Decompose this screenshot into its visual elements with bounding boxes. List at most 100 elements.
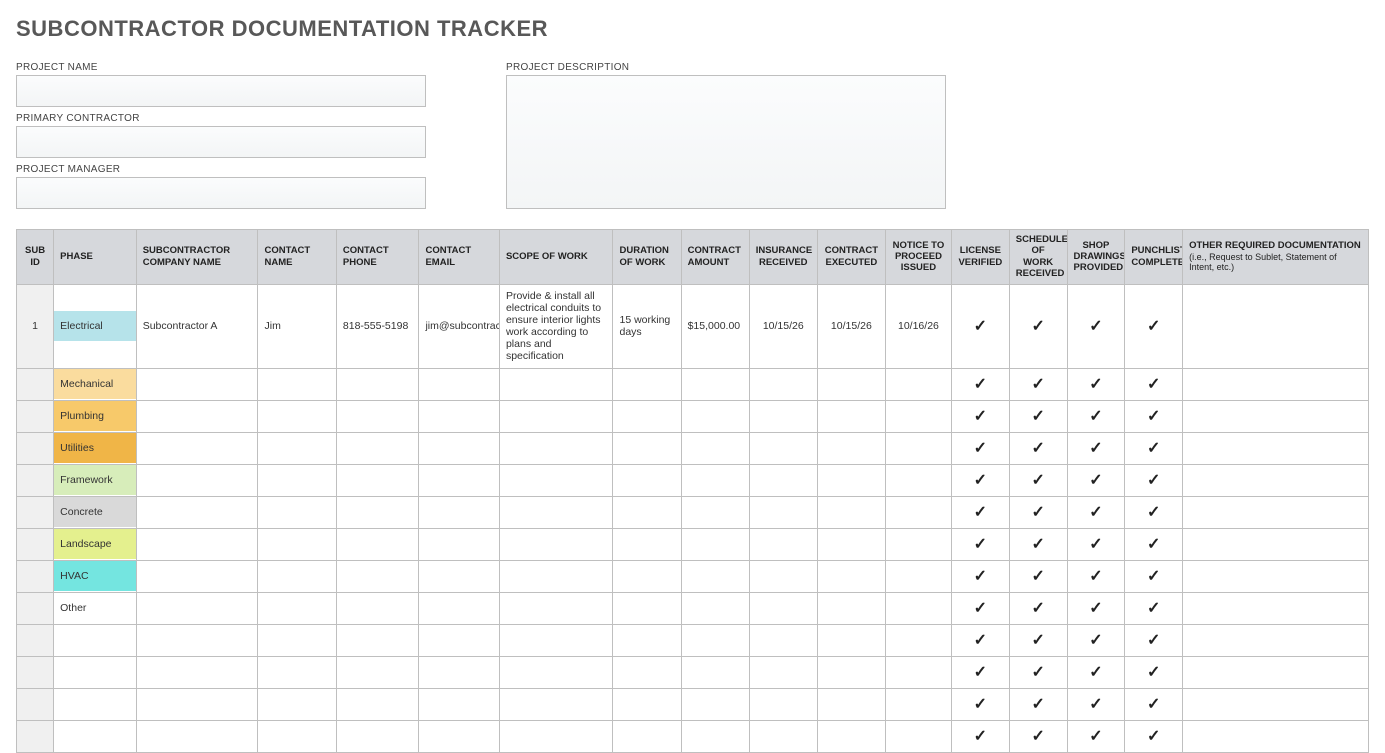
cell-contact_phone[interactable] <box>336 496 419 528</box>
cell-duration[interactable] <box>613 592 681 624</box>
cell-punchlist[interactable]: ✓ <box>1125 432 1183 464</box>
cell-contact_phone[interactable] <box>336 624 419 656</box>
cell-other[interactable] <box>1183 656 1369 688</box>
cell-contact_name[interactable] <box>258 720 336 752</box>
cell-insurance[interactable] <box>749 400 817 432</box>
cell-duration[interactable] <box>613 432 681 464</box>
cell-scope[interactable] <box>499 432 613 464</box>
cell-duration[interactable] <box>613 496 681 528</box>
cell-contact_phone[interactable] <box>336 656 419 688</box>
cell-contact_phone[interactable]: 818-555-5198 <box>336 284 419 368</box>
cell-contact_name[interactable] <box>258 432 336 464</box>
cell-executed[interactable] <box>817 368 885 400</box>
cell-contact_name[interactable] <box>258 656 336 688</box>
cell-contact_email[interactable] <box>419 528 500 560</box>
cell-amount[interactable]: $15,000.00 <box>681 284 749 368</box>
cell-notice[interactable] <box>885 592 951 624</box>
cell-amount[interactable] <box>681 688 749 720</box>
project-description-input[interactable] <box>506 75 946 209</box>
cell-contact_email[interactable] <box>419 624 500 656</box>
cell-schedule[interactable]: ✓ <box>1009 624 1067 656</box>
cell-sub_id[interactable] <box>17 528 54 560</box>
cell-sub_id[interactable]: 1 <box>17 284 54 368</box>
cell-contact_phone[interactable] <box>336 560 419 592</box>
cell-sub_id[interactable] <box>17 496 54 528</box>
cell-insurance[interactable] <box>749 368 817 400</box>
cell-phase[interactable] <box>54 720 137 752</box>
cell-sub_id[interactable] <box>17 688 54 720</box>
cell-contact_name[interactable] <box>258 592 336 624</box>
cell-drawings[interactable]: ✓ <box>1067 592 1125 624</box>
cell-scope[interactable] <box>499 400 613 432</box>
cell-schedule[interactable]: ✓ <box>1009 688 1067 720</box>
cell-drawings[interactable]: ✓ <box>1067 656 1125 688</box>
cell-insurance[interactable] <box>749 528 817 560</box>
cell-contact_name[interactable] <box>258 688 336 720</box>
cell-amount[interactable] <box>681 592 749 624</box>
cell-other[interactable] <box>1183 368 1369 400</box>
cell-phase[interactable]: Mechanical <box>54 368 137 400</box>
cell-phase[interactable]: Landscape <box>54 528 137 560</box>
cell-schedule[interactable]: ✓ <box>1009 284 1067 368</box>
cell-executed[interactable] <box>817 592 885 624</box>
cell-insurance[interactable] <box>749 720 817 752</box>
cell-company[interactable] <box>136 624 258 656</box>
cell-license[interactable]: ✓ <box>951 656 1009 688</box>
cell-phase[interactable] <box>54 688 137 720</box>
cell-contact_name[interactable] <box>258 464 336 496</box>
cell-amount[interactable] <box>681 432 749 464</box>
cell-scope[interactable] <box>499 656 613 688</box>
cell-punchlist[interactable]: ✓ <box>1125 560 1183 592</box>
cell-other[interactable] <box>1183 400 1369 432</box>
project-name-input[interactable] <box>16 75 426 107</box>
cell-company[interactable] <box>136 656 258 688</box>
cell-drawings[interactable]: ✓ <box>1067 368 1125 400</box>
cell-notice[interactable] <box>885 464 951 496</box>
cell-schedule[interactable]: ✓ <box>1009 464 1067 496</box>
cell-amount[interactable] <box>681 720 749 752</box>
cell-company[interactable] <box>136 688 258 720</box>
cell-executed[interactable] <box>817 656 885 688</box>
cell-duration[interactable]: 15 working days <box>613 284 681 368</box>
cell-contact_name[interactable] <box>258 528 336 560</box>
cell-sub_id[interactable] <box>17 432 54 464</box>
cell-duration[interactable] <box>613 368 681 400</box>
cell-drawings[interactable]: ✓ <box>1067 400 1125 432</box>
cell-scope[interactable] <box>499 560 613 592</box>
cell-contact_email[interactable] <box>419 720 500 752</box>
cell-insurance[interactable]: 10/15/26 <box>749 284 817 368</box>
cell-phase[interactable]: Utilities <box>54 432 137 464</box>
cell-other[interactable] <box>1183 528 1369 560</box>
cell-amount[interactable] <box>681 368 749 400</box>
cell-contact_name[interactable] <box>258 496 336 528</box>
cell-license[interactable]: ✓ <box>951 560 1009 592</box>
cell-executed[interactable] <box>817 464 885 496</box>
cell-contact_phone[interactable] <box>336 688 419 720</box>
cell-punchlist[interactable]: ✓ <box>1125 400 1183 432</box>
cell-company[interactable] <box>136 368 258 400</box>
cell-license[interactable]: ✓ <box>951 432 1009 464</box>
cell-contact_phone[interactable] <box>336 368 419 400</box>
cell-contact_name[interactable] <box>258 400 336 432</box>
cell-schedule[interactable]: ✓ <box>1009 656 1067 688</box>
cell-scope[interactable] <box>499 688 613 720</box>
cell-executed[interactable] <box>817 720 885 752</box>
cell-contact_email[interactable] <box>419 560 500 592</box>
cell-phase[interactable]: Other <box>54 592 137 624</box>
cell-amount[interactable] <box>681 560 749 592</box>
cell-insurance[interactable] <box>749 432 817 464</box>
cell-drawings[interactable]: ✓ <box>1067 284 1125 368</box>
cell-phase[interactable] <box>54 656 137 688</box>
cell-notice[interactable]: 10/16/26 <box>885 284 951 368</box>
cell-schedule[interactable]: ✓ <box>1009 560 1067 592</box>
cell-punchlist[interactable]: ✓ <box>1125 624 1183 656</box>
cell-company[interactable] <box>136 464 258 496</box>
cell-company[interactable] <box>136 720 258 752</box>
cell-sub_id[interactable] <box>17 464 54 496</box>
cell-notice[interactable] <box>885 624 951 656</box>
cell-executed[interactable] <box>817 560 885 592</box>
cell-phase[interactable] <box>54 624 137 656</box>
cell-sub_id[interactable] <box>17 400 54 432</box>
cell-license[interactable]: ✓ <box>951 464 1009 496</box>
cell-scope[interactable] <box>499 496 613 528</box>
